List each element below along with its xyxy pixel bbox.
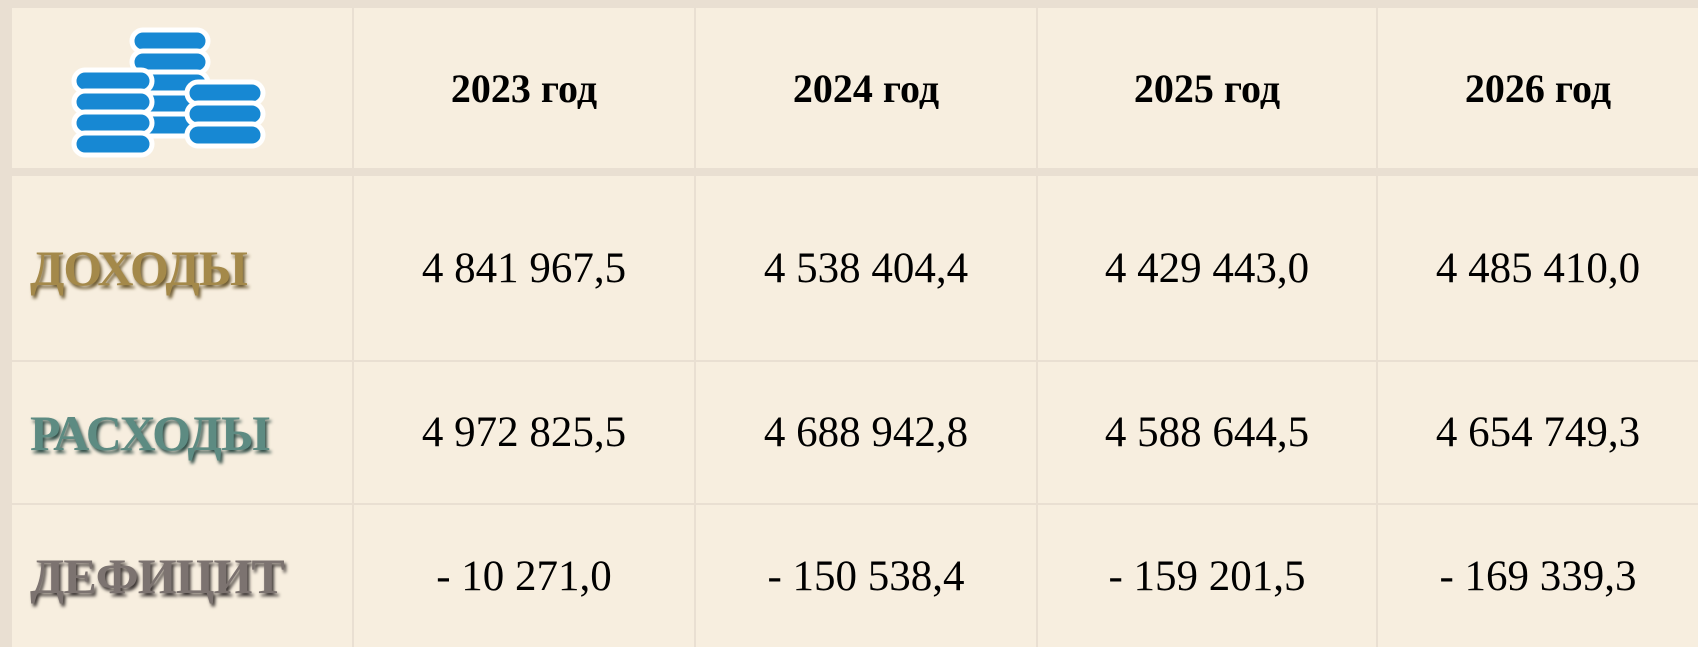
row-label: РАСХОДЫ [12,362,352,503]
value-cell: - 159 201,5 [1038,505,1376,647]
value-cell: 4 654 749,3 [1378,362,1698,503]
column-header: 2025 год [1038,8,1376,168]
coins-icon [71,27,266,158]
value-cell: - 10 271,0 [354,505,694,647]
value-cell: 4 588 644,5 [1038,362,1376,503]
value-cell: - 150 538,4 [696,505,1036,647]
value-cell: 4 538 404,4 [696,176,1036,360]
budget-table: 2023 год 2024 год 2025 год 2026 год ДОХОДЫ 4 … [12,8,1698,647]
row-label: ДЕФИЦИТ [12,505,352,647]
column-header: 2024 год [696,8,1036,168]
row-label: ДОХОДЫ [12,176,352,360]
value-cell: 4 841 967,5 [354,176,694,360]
icon-cell [12,8,352,168]
value-cell: 4 972 825,5 [354,362,694,503]
value-cell: - 169 339,3 [1378,505,1698,647]
column-header: 2023 год [354,8,694,168]
value-cell: 4 485 410,0 [1378,176,1698,360]
column-header: 2026 год [1378,8,1698,168]
value-cell: 4 429 443,0 [1038,176,1376,360]
value-cell: 4 688 942,8 [696,362,1036,503]
